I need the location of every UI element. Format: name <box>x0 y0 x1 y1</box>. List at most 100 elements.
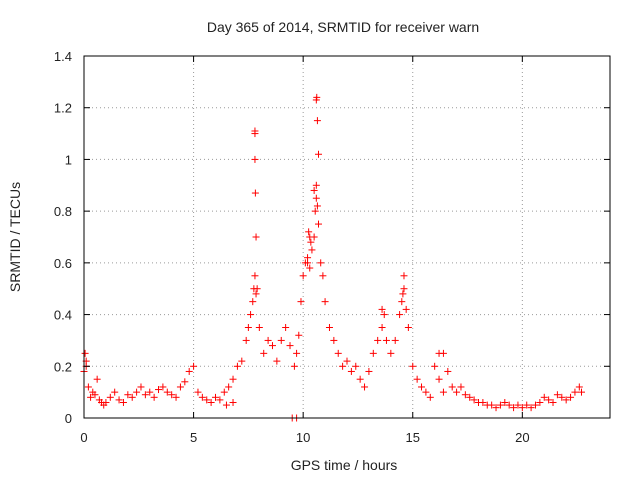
data-point <box>141 391 149 399</box>
data-point <box>190 362 198 370</box>
data-point <box>290 362 298 370</box>
data-point <box>514 401 522 409</box>
data-point <box>479 398 487 406</box>
data-point <box>168 391 176 399</box>
data-point <box>293 349 301 357</box>
y-tick-label: 0 <box>65 411 72 426</box>
data-point <box>185 367 193 375</box>
data-point <box>409 362 417 370</box>
data-point <box>133 388 141 396</box>
data-point <box>203 396 211 404</box>
plot-frame <box>83 55 611 419</box>
data-point <box>93 375 101 383</box>
data-point <box>159 383 167 391</box>
data-point <box>404 324 412 331</box>
data-point <box>391 336 399 344</box>
data-point <box>286 342 294 350</box>
data-point <box>444 367 452 375</box>
data-point <box>310 186 318 194</box>
data-point <box>305 228 313 236</box>
data-point <box>347 367 355 375</box>
data-point <box>295 331 303 339</box>
data-point <box>439 349 447 357</box>
data-point <box>431 362 439 370</box>
data-point <box>330 336 338 344</box>
data-point <box>571 388 579 396</box>
data-point <box>398 298 406 306</box>
data-point <box>233 362 241 370</box>
data-point <box>251 155 259 163</box>
data-point <box>299 272 307 280</box>
data-point <box>273 357 281 365</box>
data-point <box>531 401 539 409</box>
y-tick-label: 0.4 <box>54 308 72 323</box>
data-point <box>549 398 557 406</box>
data-point <box>553 391 561 399</box>
data-point <box>312 194 320 202</box>
data-point <box>378 305 386 313</box>
data-point <box>91 391 99 399</box>
data-point <box>244 324 252 331</box>
data-point <box>249 298 257 306</box>
data-point <box>470 396 478 404</box>
data-point <box>492 404 500 412</box>
data-point <box>319 272 327 280</box>
data-point <box>325 324 333 331</box>
data-point <box>251 189 259 197</box>
data-point <box>311 207 319 215</box>
data-point <box>297 298 305 306</box>
data-point <box>435 375 443 383</box>
data-point <box>422 388 430 396</box>
data-point <box>313 202 321 210</box>
data-point <box>225 383 233 391</box>
data-point <box>369 349 377 357</box>
data-point <box>155 386 163 394</box>
data-point <box>466 393 474 401</box>
x-tick-label: 15 <box>406 430 420 445</box>
data-point <box>413 375 421 383</box>
data-point <box>115 396 123 404</box>
data-point <box>81 349 89 357</box>
data-point <box>505 401 513 409</box>
x-axis-label: GPS time / hours <box>291 457 398 473</box>
data-point <box>536 398 544 406</box>
data-point <box>119 398 127 406</box>
data-points <box>80 93 586 422</box>
data-point <box>356 375 364 383</box>
data-point <box>111 388 119 396</box>
data-point <box>252 233 260 241</box>
data-point <box>176 383 184 391</box>
data-point <box>313 117 321 125</box>
data-point <box>150 393 158 401</box>
data-point <box>106 393 114 401</box>
data-point <box>399 290 407 298</box>
data-point <box>382 336 390 344</box>
data-point <box>365 367 373 375</box>
x-tick-label: 10 <box>296 430 310 445</box>
y-tick-label: 1 <box>65 152 72 167</box>
data-point <box>229 375 237 383</box>
axis-ticks: 0 5 10 15 20 0 0.2 0.4 0.6 0.8 1 1.2 1.4 <box>54 49 610 445</box>
data-point <box>198 393 206 401</box>
y-tick-label: 0.6 <box>54 256 72 271</box>
data-point <box>124 391 132 399</box>
grid-lines <box>84 56 610 418</box>
x-tick-label: 5 <box>190 430 197 445</box>
data-point <box>207 398 215 406</box>
data-point <box>510 404 518 412</box>
data-point <box>501 398 509 406</box>
data-point <box>527 404 535 412</box>
data-point <box>317 259 325 267</box>
data-point <box>374 336 382 344</box>
data-point <box>282 324 290 331</box>
chart-title: Day 365 of 2014, SRMTID for receiver war… <box>207 19 479 35</box>
data-point <box>558 393 566 401</box>
data-point <box>545 396 553 404</box>
data-point <box>255 324 263 331</box>
data-point <box>216 396 224 404</box>
data-point <box>575 383 583 391</box>
data-point <box>102 398 110 406</box>
data-point <box>242 336 250 344</box>
data-point <box>448 383 456 391</box>
